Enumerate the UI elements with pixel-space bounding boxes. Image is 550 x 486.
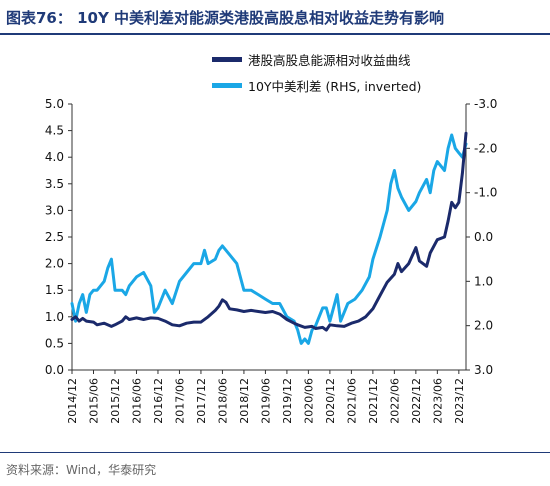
x-tick-label: 2014/12 xyxy=(66,378,79,424)
x-tick-label: 2018/12 xyxy=(238,378,251,424)
axes-layer: 0.0 0.5 1.0 1.5 2.0 2.5 3.0 3.5 4.0 4.5 5.0 -3.0 -2.… xyxy=(45,97,498,424)
chart-legend: 港股高股息能源相对收益曲线 10Y中美利差 (RHS, inverted) xyxy=(212,46,421,98)
right-tick-label: 0.0 xyxy=(474,230,493,244)
left-tick-label: 4.5 xyxy=(45,124,64,138)
right-tick-label: -3.0 xyxy=(474,97,497,111)
left-tick-label: 2.0 xyxy=(45,257,64,271)
x-tick-label: 2021/12 xyxy=(367,378,380,424)
left-tick-label: 5.0 xyxy=(45,97,64,111)
legend-item-spread: 10Y中美利差 (RHS, inverted) xyxy=(212,72,421,98)
left-tick-label: 4.0 xyxy=(45,150,64,164)
legend-label-spread: 10Y中美利差 (RHS, inverted) xyxy=(248,78,422,94)
x-tick-label: 2017/12 xyxy=(195,378,208,424)
x-tick-label: 2016/06 xyxy=(130,378,143,424)
series-line-relative-return xyxy=(70,131,468,332)
legend-label-relative-return: 港股高股息能源相对收益曲线 xyxy=(248,52,411,68)
series-line-spread xyxy=(70,133,468,345)
source-divider xyxy=(0,452,550,453)
x-tick-label: 2015/12 xyxy=(109,378,122,424)
x-tick-label: 2023/12 xyxy=(453,378,466,424)
left-tick-label: 0.5 xyxy=(45,336,64,350)
x-tick-label: 2020/06 xyxy=(302,378,315,424)
x-tick-label: 2021/06 xyxy=(345,378,358,424)
legend-item-relative-return: 港股高股息能源相对收益曲线 xyxy=(212,46,421,72)
x-tick-label: 2016/12 xyxy=(152,378,165,424)
left-tick-label: 3.0 xyxy=(45,203,64,217)
left-tick-label: 1.5 xyxy=(45,283,64,297)
right-tick-label: -1.0 xyxy=(474,186,497,200)
right-tick-label: 1.0 xyxy=(474,274,493,288)
series-layer xyxy=(70,131,468,345)
x-tick-label: 2018/06 xyxy=(216,378,229,424)
x-tick-label: 2020/12 xyxy=(324,378,337,424)
left-tick-label: 3.5 xyxy=(45,177,64,191)
title-divider xyxy=(0,33,550,35)
left-tick-label: 1.0 xyxy=(45,310,64,324)
left-tick-label: 0.0 xyxy=(45,363,64,377)
legend-swatch-dark xyxy=(212,56,242,62)
right-tick-label: 2.0 xyxy=(474,319,493,333)
x-tick-label: 2019/06 xyxy=(259,378,272,424)
x-tick-label: 2019/12 xyxy=(281,378,294,424)
x-tick-label: 2023/06 xyxy=(431,378,444,424)
x-tick-label: 2022/06 xyxy=(388,378,401,424)
x-tick-label: 2015/06 xyxy=(87,378,100,424)
x-tick-label: 2022/12 xyxy=(410,378,423,424)
source-note: 资料来源：Wind，华泰研究 xyxy=(6,463,157,477)
right-tick-label: -2.0 xyxy=(474,141,497,155)
x-tick-label: 2017/06 xyxy=(173,378,186,424)
left-tick-label: 2.5 xyxy=(45,230,64,244)
right-tick-label: 3.0 xyxy=(474,363,493,377)
chart-title: 图表76： 10Y 中美利差对能源类港股高股息相对收益走势有影响 xyxy=(6,9,445,27)
legend-swatch-light xyxy=(212,82,242,88)
